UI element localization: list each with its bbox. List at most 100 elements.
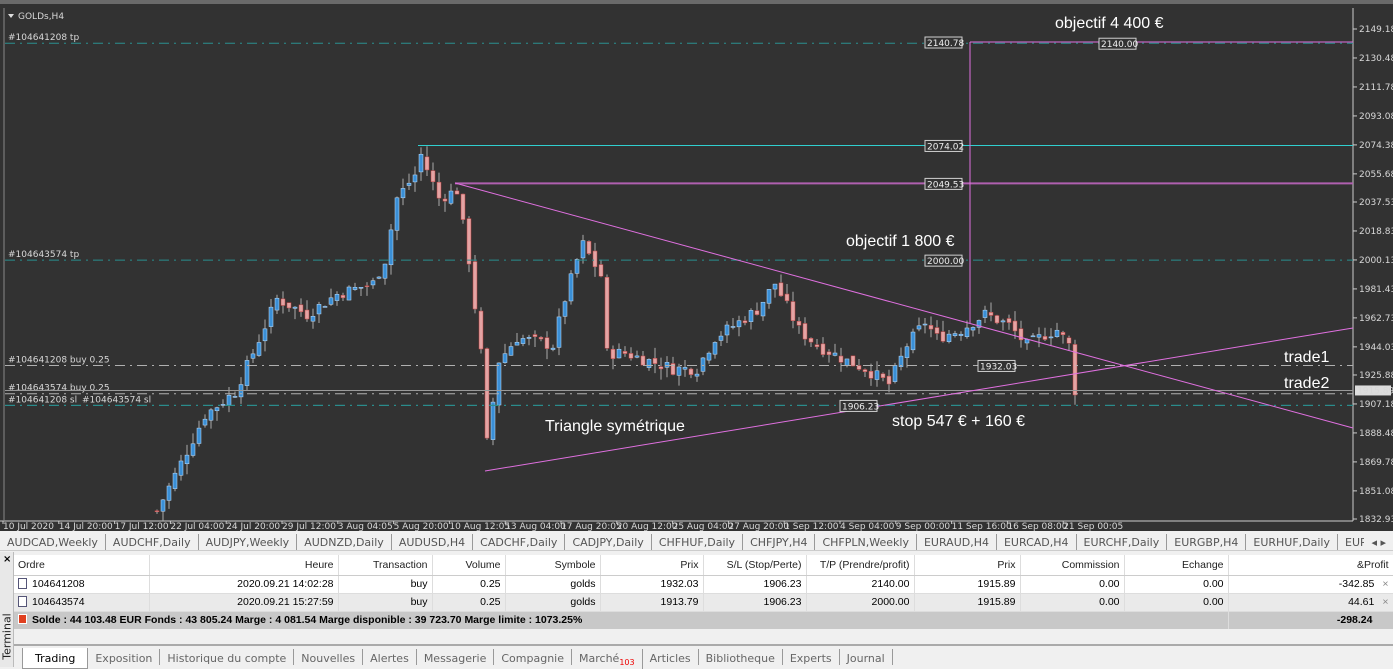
column-header[interactable]: Echange (1124, 555, 1229, 576)
symbol-tab[interactable]: AUDJPY,Weekly (199, 534, 298, 550)
bull-candle (760, 301, 766, 317)
close-order-icon[interactable]: × (1382, 578, 1389, 590)
time-axis-label: 22 Jul 04:00 (170, 522, 224, 531)
order-line-label: #104641208 tp (8, 33, 79, 43)
symbol-tab[interactable]: EURHUF,Daily (1246, 534, 1338, 550)
symbol-tab[interactable]: CHFJPY,H4 (743, 534, 816, 550)
symbol-tab[interactable]: CADCHF,Daily (473, 534, 566, 550)
bear-candle (802, 323, 808, 340)
bull-candle (874, 370, 880, 380)
trade-row[interactable]: 104641208 2020.09.21 14:02:28 buy 0.25 golds… (14, 575, 1393, 594)
bull-candle (520, 338, 526, 344)
symbol-tab[interactable]: EURGBP,H4 (1167, 534, 1247, 550)
column-header[interactable]: T/P (Prendre/profit) (806, 555, 915, 576)
symbol-tab[interactable]: EURCAD,H4 (997, 534, 1077, 550)
symbol-tab[interactable]: CHFHUF,Daily (652, 534, 744, 550)
terminal-tab[interactable]: Compagnie (494, 649, 573, 665)
column-header[interactable]: Heure (149, 555, 339, 576)
bull-candle (748, 310, 754, 322)
terminal-tab[interactable]: Nouvelles (294, 649, 364, 665)
bull-candle (250, 353, 256, 359)
bull-candle (496, 362, 502, 406)
bear-candle (808, 338, 814, 343)
bull-candle (514, 341, 520, 346)
bull-candle (910, 331, 916, 351)
column-header[interactable]: Ordre (14, 555, 150, 576)
bear-candle (814, 344, 820, 348)
price-axis-label: 2111.78 (1359, 83, 1393, 93)
terminal-tab[interactable]: Exposition (88, 649, 161, 665)
symbol-tab[interactable]: CADJPY,Daily (565, 534, 652, 550)
symbol-tab[interactable]: CHFPLN,Weekly (815, 534, 917, 550)
bull-candle (370, 280, 376, 286)
symbol-tab[interactable]: AUDCHF,Daily (106, 534, 199, 550)
bull-candle (406, 182, 412, 186)
terminal-tab[interactable]: Journal (840, 649, 893, 665)
cell-4: golds (570, 596, 596, 608)
time-axis-label: 5 Aug 20:00 (394, 522, 449, 531)
order-doc-icon (18, 596, 27, 607)
column-header[interactable]: S/L (Stop/Perte) (703, 555, 807, 576)
trade-row[interactable]: 104643574 2020.09.21 15:27:59 buy 0.25 golds… (14, 593, 1393, 612)
tab-scroll-arrows-icon[interactable]: ◂ ▸ (1364, 534, 1393, 550)
close-order-icon[interactable]: × (1382, 596, 1389, 608)
column-header[interactable]: Volume (432, 555, 506, 576)
time-axis-label: 3 Aug 04:05 (338, 522, 393, 531)
bull-candle (412, 174, 418, 183)
symbol-tab[interactable]: AUDCAD,Weekly (0, 534, 106, 550)
column-header[interactable]: Transaction (338, 555, 433, 576)
bear-candle (1060, 332, 1066, 335)
symbol-tab[interactable]: EURAUD,H4 (917, 534, 997, 550)
terminal-tab[interactable]: Marché103 (572, 649, 643, 669)
close-terminal-icon[interactable]: × (3, 554, 12, 565)
terminal-tab[interactable]: Trading (22, 648, 89, 669)
price-axis-label: 1944.03 (1359, 343, 1393, 353)
bear-candle (868, 371, 874, 379)
chart-canvas[interactable]: 2149.18 2130.48 2111.78 2093.08 2074.38 2055.… (0, 4, 1393, 531)
terminal-tab[interactable]: Alertes (363, 649, 417, 665)
bull-candle (310, 315, 316, 322)
tab-label: Journal (846, 652, 885, 665)
bull-candle (922, 323, 928, 326)
bull-candle (574, 259, 580, 274)
bull-candle (502, 353, 508, 363)
bull-candle (232, 396, 238, 398)
symbol-tab[interactable]: AUDNZD,Daily (297, 534, 392, 550)
column-header[interactable]: &Profit (1228, 555, 1393, 576)
terminal-tab[interactable]: Messagerie (417, 649, 495, 665)
bear-candle (454, 190, 460, 195)
cell-0: 104641208 (32, 578, 85, 590)
column-header[interactable]: Prix (600, 555, 704, 576)
terminal-tab[interactable]: Bibliotheque (699, 649, 783, 665)
annotation-trade1: trade1 (1284, 349, 1329, 366)
bull-candle (202, 418, 208, 426)
bear-candle (1042, 336, 1048, 340)
symbol-tab[interactable]: AUDUSD,H4 (392, 534, 474, 550)
column-header[interactable]: Prix (914, 555, 1021, 576)
tab-label: Bibliotheque (705, 652, 775, 665)
bull-candle (982, 309, 988, 318)
order-doc-icon (18, 578, 27, 589)
cell-5: 1932.03 (660, 578, 699, 590)
time-axis-label: 4 Sep 04:00 (840, 522, 895, 531)
time-axis-label: 17 Jul 12:00 (115, 522, 169, 531)
collapse-triangle-icon[interactable] (8, 14, 14, 18)
bear-candle (610, 348, 616, 359)
terminal-tab[interactable]: Experts (783, 649, 840, 665)
price-axis-label: 2074.38 (1359, 141, 1393, 151)
bull-candle (736, 320, 742, 328)
bear-candle (640, 355, 646, 366)
terminal-tab[interactable]: Historique du compte (160, 649, 295, 665)
bull-candle (664, 362, 670, 368)
column-header[interactable]: Commission (1020, 555, 1125, 576)
order-line-label: #104643574 sl (82, 395, 151, 405)
bull-candle (1036, 334, 1042, 338)
terminal-tab[interactable]: Articles (643, 649, 699, 665)
price-chart[interactable]: 2149.18 2130.48 2111.78 2093.08 2074.38 2055.… (0, 0, 1393, 531)
cell-8: 1915.89 (977, 596, 1016, 608)
column-header[interactable]: Symbole (505, 555, 601, 576)
bull-candle (256, 342, 262, 356)
bear-candle (532, 334, 538, 337)
market-badge: 103 (619, 658, 635, 668)
symbol-tab[interactable]: EURCHF,Daily (1077, 534, 1168, 550)
